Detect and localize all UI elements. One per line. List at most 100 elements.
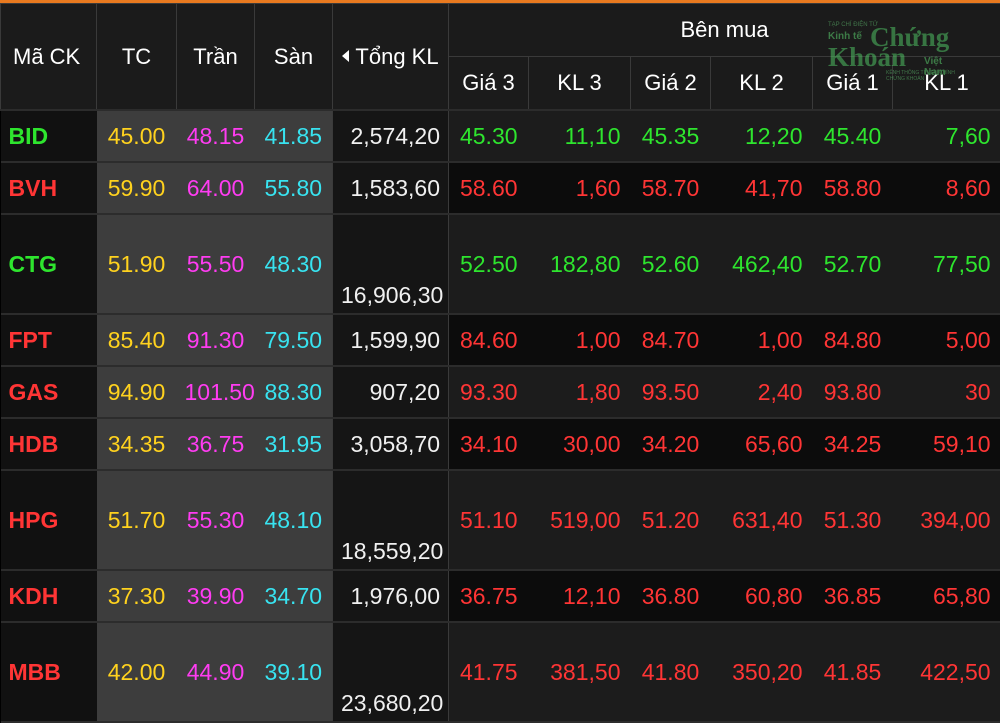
header-tran[interactable]: Trần [177,4,255,111]
gia-2-cell: 51.20 [631,470,711,570]
kl-1-cell: 77,50 [893,214,1000,314]
gia-2-cell: 36.80 [631,570,711,622]
san-cell: 41.85 [255,110,333,162]
gia-3-cell: 41.75 [449,622,529,722]
kl-1-cell: 30 [893,366,1000,418]
kl-2-cell: 60,80 [711,570,813,622]
symbol-cell[interactable]: FPT [1,314,97,366]
gia-3-cell: 45.30 [449,110,529,162]
tc-cell: 42.00 [97,622,177,722]
tong-kl-cell: 907,20 [333,366,449,418]
header-ben-mua: Bên mua [449,4,1000,57]
tong-kl-cell: 16,906,30 [333,214,449,314]
tc-cell: 94.90 [97,366,177,418]
san-cell: 55.80 [255,162,333,214]
kl-1-cell: 59,10 [893,418,1000,470]
kl-2-cell: 631,40 [711,470,813,570]
kl-3-cell: 11,10 [529,110,631,162]
tran-cell: 91.30 [177,314,255,366]
kl-1-cell: 65,80 [893,570,1000,622]
collapse-arrow-icon[interactable] [342,50,349,62]
header-kl-1[interactable]: KL 1 [893,57,1000,111]
tong-kl-cell: 1,599,90 [333,314,449,366]
tran-cell: 101.50 [177,366,255,418]
kl-1-cell: 7,60 [893,110,1000,162]
gia-2-cell: 45.35 [631,110,711,162]
san-cell: 79.50 [255,314,333,366]
symbol-cell[interactable]: BVH [1,162,97,214]
san-cell: 88.30 [255,366,333,418]
symbol-cell[interactable]: BID [1,110,97,162]
header-ma-ck[interactable]: Mã CK [1,4,97,111]
gia-2-cell: 93.50 [631,366,711,418]
tran-cell: 44.90 [177,622,255,722]
gia-1-cell: 34.25 [813,418,893,470]
gia-3-cell: 36.75 [449,570,529,622]
header-kl-2[interactable]: KL 2 [711,57,813,111]
kl-3-cell: 519,00 [529,470,631,570]
kl-2-cell: 41,70 [711,162,813,214]
kl-1-cell: 394,00 [893,470,1000,570]
gia-1-cell: 93.80 [813,366,893,418]
header-gia-1[interactable]: Giá 1 [813,57,893,111]
kl-3-cell: 12,10 [529,570,631,622]
header-kl-3[interactable]: KL 3 [529,57,631,111]
symbol-cell[interactable]: GAS [1,366,97,418]
tc-cell: 59.90 [97,162,177,214]
kl-3-cell: 1,80 [529,366,631,418]
symbol-cell[interactable]: HDB [1,418,97,470]
gia-2-cell: 58.70 [631,162,711,214]
kl-2-cell: 1,00 [711,314,813,366]
tran-cell: 36.75 [177,418,255,470]
gia-3-cell: 93.30 [449,366,529,418]
gia-1-cell: 52.70 [813,214,893,314]
tran-cell: 48.15 [177,110,255,162]
gia-3-cell: 84.60 [449,314,529,366]
header-tong-kl[interactable]: Tổng KL [333,4,449,111]
kl-1-cell: 5,00 [893,314,1000,366]
price-board-table: Mã CK TC Trần Sàn Tổng KL Bên mua Giá 3 … [0,3,1000,723]
san-cell: 34.70 [255,570,333,622]
tran-cell: 55.30 [177,470,255,570]
gia-1-cell: 41.85 [813,622,893,722]
header-tong-kl-label: Tổng KL [355,44,438,70]
gia-3-cell: 52.50 [449,214,529,314]
gia-2-cell: 84.70 [631,314,711,366]
symbol-cell[interactable]: MBB [1,622,97,722]
tran-cell: 55.50 [177,214,255,314]
gia-1-cell: 51.30 [813,470,893,570]
tong-kl-cell: 1,583,60 [333,162,449,214]
kl-2-cell: 462,40 [711,214,813,314]
san-cell: 39.10 [255,622,333,722]
header-san[interactable]: Sàn [255,4,333,111]
tc-cell: 51.90 [97,214,177,314]
header-gia-3[interactable]: Giá 3 [449,57,529,111]
kl-2-cell: 12,20 [711,110,813,162]
table-header: Mã CK TC Trần Sàn Tổng KL Bên mua Giá 3 … [1,4,1000,111]
symbol-cell[interactable]: CTG [1,214,97,314]
tc-cell: 34.35 [97,418,177,470]
gia-3-cell: 58.60 [449,162,529,214]
kl-3-cell: 381,50 [529,622,631,722]
tong-kl-cell: 23,680,20 [333,622,449,722]
header-gia-2[interactable]: Giá 2 [631,57,711,111]
kl-3-cell: 182,80 [529,214,631,314]
gia-2-cell: 41.80 [631,622,711,722]
gia-2-cell: 52.60 [631,214,711,314]
tc-cell: 37.30 [97,570,177,622]
symbol-cell[interactable]: KDH [1,570,97,622]
header-tc[interactable]: TC [97,4,177,111]
symbol-cell[interactable]: HPG [1,470,97,570]
tong-kl-cell: 3,058,70 [333,418,449,470]
kl-2-cell: 65,60 [711,418,813,470]
san-cell: 31.95 [255,418,333,470]
